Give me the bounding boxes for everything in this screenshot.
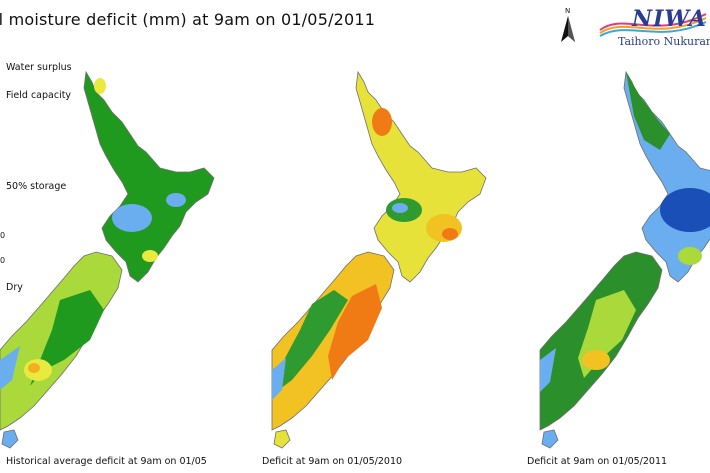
logo-wordmark: NIWA (632, 6, 707, 32)
caption-deficit-2011: Deficit at 9am on 01/05/2011 (527, 456, 668, 467)
logo-subtitle: Taihoro Nukurangi (618, 35, 710, 48)
legend-50-storage: 50% storage (6, 181, 67, 192)
legend-tick: 0 (0, 231, 6, 240)
niwa-logo-icon (599, 13, 707, 37)
map-historical-average (0, 71, 215, 449)
caption-deficit-2010: Deficit at 9am on 01/05/2010 (262, 456, 403, 467)
caption-historical-average: Historical average deficit at 9am on 01/… (6, 456, 207, 467)
map-deficit-2010 (271, 71, 487, 449)
legend-tick: 0 (0, 256, 6, 265)
legend-water-surplus: Water surplus (6, 62, 72, 73)
north-arrow-icon (561, 16, 575, 42)
legend-field-capacity: Field capacity (6, 90, 72, 101)
legend-dry: Dry (6, 282, 23, 293)
maps-canvas (0, 71, 710, 449)
north-letter: N (565, 7, 571, 15)
map-title: il moisture deficit (mm) at 9am on 01/05… (0, 10, 376, 29)
map-deficit-2011 (539, 71, 710, 449)
